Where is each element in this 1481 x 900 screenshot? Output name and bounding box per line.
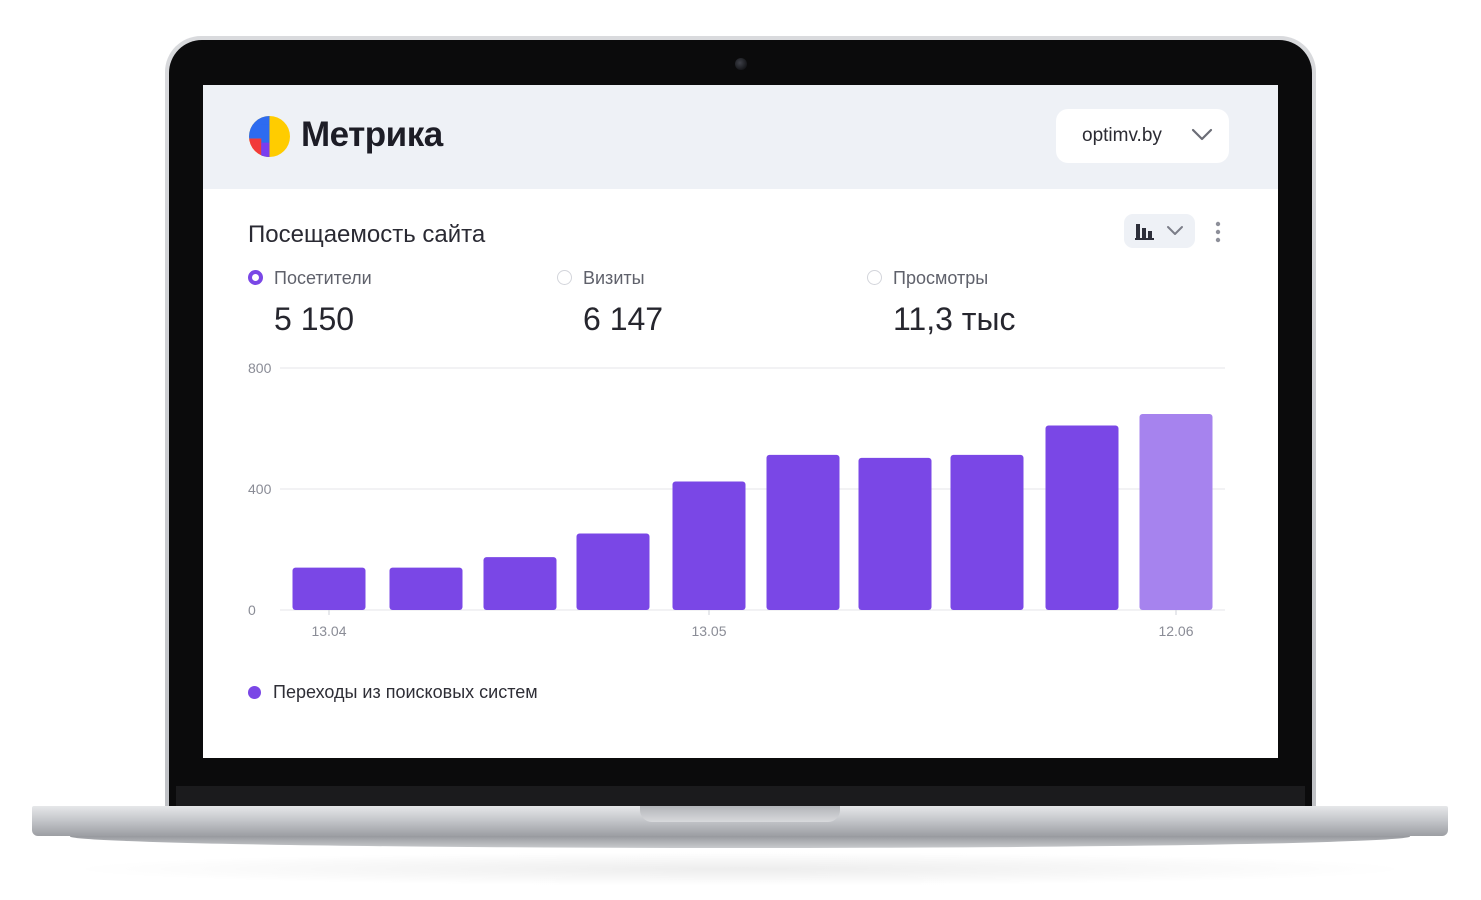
- screen: Метрика optimv.by Посещаемость сайта Пос…: [203, 85, 1278, 758]
- chart-bar: [766, 454, 840, 610]
- bar-chart-icon: [1135, 224, 1154, 240]
- metrika-logo-icon: [249, 116, 290, 157]
- metric-value: 5 150: [274, 301, 355, 337]
- y-tick-label: 0: [248, 602, 256, 618]
- chart-bar: [672, 481, 746, 610]
- metric-label: Визиты: [583, 268, 645, 288]
- y-tick-label: 400: [248, 481, 272, 497]
- traffic-bar-chart: 0 400 800 13.04 13.05 12.06: [248, 360, 1225, 639]
- site-name: optimv.by: [1082, 125, 1162, 146]
- chart-bar: [483, 557, 557, 610]
- camera-icon: [735, 58, 747, 70]
- metric-value: 11,3 тыс: [893, 301, 1016, 337]
- metric-label: Посетители: [274, 268, 372, 288]
- chart-bar: [389, 567, 463, 610]
- header-bar: Метрика optimv.by: [203, 85, 1278, 189]
- chart-bar: [1045, 425, 1119, 610]
- chart-type-selector[interactable]: [1124, 214, 1195, 248]
- chart-bar: [576, 533, 650, 610]
- x-tick-label: 13.04: [311, 623, 346, 639]
- laptop-opening-notch: [640, 806, 840, 822]
- laptop-base-bottom: [70, 834, 1410, 848]
- metric-label: Просмотры: [893, 268, 989, 288]
- legend-label[interactable]: Переходы из поисковых систем: [273, 682, 538, 702]
- metric-value: 6 147: [583, 301, 664, 337]
- x-tick-label: 12.06: [1158, 623, 1193, 639]
- widget-title: Посещаемость сайта: [248, 221, 486, 248]
- chevron-down-icon: [1167, 226, 1183, 235]
- chart-bar: [950, 454, 1024, 610]
- more-vertical-icon[interactable]: [1213, 220, 1223, 244]
- laptop-hinge: [176, 786, 1305, 808]
- chart-bar: [1139, 413, 1213, 610]
- radio-unselected-icon[interactable]: [867, 270, 882, 285]
- y-tick-label: 800: [248, 360, 272, 376]
- chart-bar: [858, 457, 932, 610]
- chart-bar: [292, 567, 366, 610]
- chevron-down-icon: [1191, 128, 1213, 141]
- app-title: Метрика: [301, 115, 443, 154]
- legend-dot-icon: [248, 686, 261, 699]
- radio-unselected-icon[interactable]: [557, 270, 572, 285]
- radio-selected-icon[interactable]: [248, 270, 263, 285]
- x-tick-label: 13.05: [691, 623, 726, 639]
- laptop-shadow: [60, 852, 1420, 886]
- site-selector[interactable]: optimv.by: [1056, 109, 1229, 163]
